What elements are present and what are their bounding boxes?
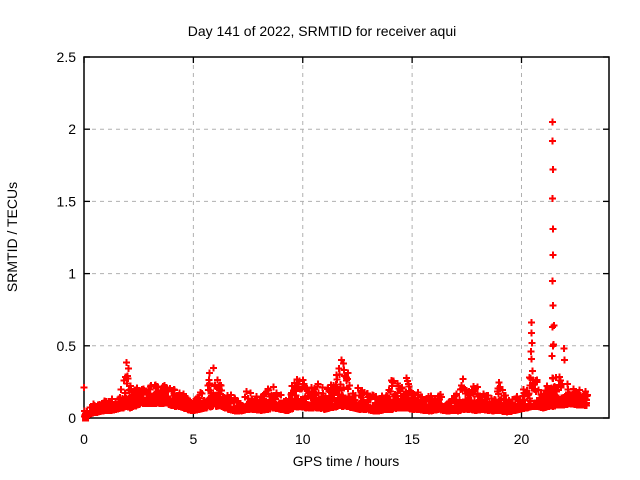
origin-square-marker [82, 414, 90, 422]
y-axis-label: SRMTID / TECUs [4, 182, 20, 292]
x-tick-label: 0 [80, 431, 88, 447]
x-tick-label: 15 [404, 431, 420, 447]
y-tick-label: 0.5 [57, 338, 77, 354]
x-tick-labels: 0 5 10 15 20 [80, 431, 529, 447]
x-tick-label: 10 [295, 431, 311, 447]
y-tick-label: 2 [68, 121, 76, 137]
chart-title: Day 141 of 2022, SRMTID for receiver aqu… [188, 23, 456, 39]
plot-border [83, 56, 610, 419]
y-tick-label: 1.5 [57, 193, 77, 209]
axis-ticks [83, 56, 609, 419]
y-tick-label: 0 [68, 410, 76, 426]
x-axis-label: GPS time / hours [293, 453, 400, 469]
y-tick-labels: 0 0.5 1 1.5 2 2.5 [57, 49, 77, 426]
x-tick-label: 5 [189, 431, 197, 447]
x-tick-label: 20 [514, 431, 530, 447]
y-tick-label: 2.5 [57, 49, 77, 65]
data-points [80, 118, 591, 420]
y-tick-label: 1 [68, 266, 76, 282]
